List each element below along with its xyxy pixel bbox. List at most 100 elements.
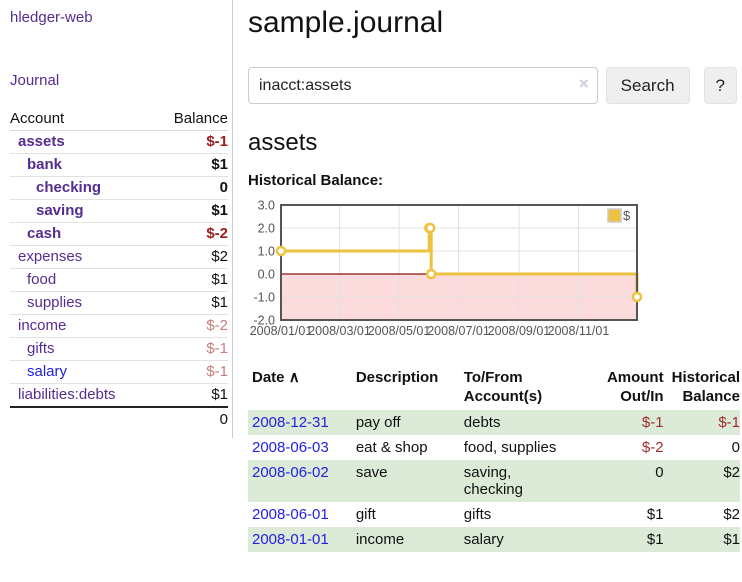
- transaction-date-link[interactable]: 2008-06-01: [252, 506, 329, 523]
- register-table-body: 2008-12-31 pay off debts $-1 $-1 2008-06-03 ea…: [248, 410, 740, 552]
- balance-chart: 3.0 2.0 1.0 0.0 -1.0 -2.0 2008/01/01 2008/03/01…: [248, 199, 737, 347]
- transaction-description-cell: save: [355, 464, 388, 481]
- y-tick-label: 0.0: [258, 268, 275, 282]
- account-balance: $1: [154, 291, 228, 315]
- transaction-balance-cell: 0: [731, 439, 740, 456]
- account-link[interactable]: saving: [36, 202, 84, 219]
- account-balance: $1: [154, 199, 228, 223]
- account-row: supplies $1: [10, 291, 228, 315]
- account-link[interactable]: expenses: [18, 248, 83, 265]
- accounts-total-row: 0: [10, 406, 228, 431]
- data-point-marker: [631, 291, 643, 303]
- register-header-description: Description: [355, 369, 439, 386]
- transaction-date-link[interactable]: 2008-01-01: [252, 531, 329, 548]
- legend-label: $: [623, 208, 631, 223]
- transaction-description-cell: income: [355, 531, 405, 548]
- account-row: food $1: [10, 268, 228, 292]
- sidebar: hledger-web Journal Account Balance asse…: [0, 0, 233, 438]
- transaction-row: 2008-12-31 pay off debts $-1 $-1: [248, 410, 740, 435]
- x-tick-label: 2008/11/01: [548, 324, 610, 338]
- search-form: × Search ?: [248, 67, 737, 104]
- transaction-amount-cell: $1: [646, 531, 664, 548]
- x-tick-label: 2008/01/01: [250, 324, 313, 338]
- data-point-marker: [424, 222, 436, 234]
- transaction-accounts-cell: gifts: [463, 506, 492, 523]
- account-row: checking 0: [10, 176, 228, 200]
- x-tick-label: 2008/07/01: [427, 324, 490, 338]
- transaction-accounts-cell: salary: [463, 531, 504, 548]
- transaction-date-link[interactable]: 2008-06-02: [252, 464, 329, 481]
- account-row: bank $1: [10, 153, 228, 177]
- account-balance: $-2: [154, 222, 228, 246]
- y-tick-label: 1.0: [258, 245, 275, 259]
- x-tick-label: 2008/09/01: [488, 324, 551, 338]
- page-title: sample.journal: [248, 6, 444, 39]
- data-point-marker: [275, 245, 287, 257]
- register-header-date[interactable]: Date ∧: [252, 369, 300, 386]
- account-balance: $1: [154, 268, 228, 292]
- transaction-date-cell: 2008-12-31: [248, 410, 348, 435]
- help-button[interactable]: ?: [703, 67, 737, 104]
- account-row: cash $-2: [10, 222, 228, 246]
- transaction-amount-cell: $-1: [641, 414, 664, 431]
- y-tick-label: -2.0: [253, 314, 275, 328]
- chart-label: Historical Balance:: [248, 172, 384, 189]
- register-header-amount: Amount Out/In: [606, 369, 664, 405]
- accounts-table-body: assets $-1 bank $1 checking 0 saving $1 cash $-2 e…: [10, 131, 228, 407]
- account-link[interactable]: liabilities:debts: [18, 386, 116, 403]
- y-tick-label: -1.0: [253, 291, 275, 305]
- account-link[interactable]: income: [18, 317, 67, 334]
- transaction-accounts-cell: saving, checking: [463, 464, 523, 498]
- app-brand-link[interactable]: hledger-web: [10, 9, 93, 26]
- transaction-date-link[interactable]: 2008-12-31: [252, 414, 329, 431]
- account-row: gifts $-1: [10, 337, 228, 361]
- account-title: assets: [248, 129, 318, 156]
- account-balance: 0: [154, 176, 228, 200]
- transaction-description-cell: eat & shop: [355, 439, 428, 456]
- account-balance: $-1: [154, 360, 228, 384]
- account-row: liabilities:debts $1: [10, 383, 228, 407]
- account-link[interactable]: salary: [27, 363, 68, 380]
- transaction-row: 2008-06-03 eat & shop food, supplies $-2 0: [248, 435, 740, 460]
- sort-asc-icon: ∧: [288, 369, 300, 386]
- account-link[interactable]: supplies: [27, 294, 83, 311]
- search-input[interactable]: [248, 67, 598, 104]
- accounts-header-account: Account: [10, 108, 155, 131]
- transaction-description-cell: gift: [355, 506, 376, 523]
- account-row: assets $-1: [10, 131, 228, 154]
- account-link[interactable]: cash: [27, 225, 62, 242]
- accounts-header-row: Account Balance: [10, 108, 228, 131]
- account-link[interactable]: checking: [36, 179, 102, 196]
- transaction-accounts-cell: food, supplies: [463, 439, 557, 456]
- plot-border: [280, 204, 638, 321]
- x-tick-label: 2008/03/01: [308, 324, 371, 338]
- transaction-balance-cell: $1: [723, 531, 740, 548]
- transaction-row: 2008-01-01 income salary $1 $1: [248, 527, 740, 552]
- transaction-description-cell: pay off: [355, 414, 401, 431]
- account-link[interactable]: gifts: [27, 340, 55, 357]
- transaction-balance-cell: $2: [723, 506, 740, 523]
- transaction-amount-cell: $1: [646, 506, 664, 523]
- accounts-total-value: 0: [154, 406, 228, 431]
- account-link[interactable]: bank: [27, 156, 63, 173]
- legend-swatch: [607, 208, 622, 223]
- accounts-header-balance: Balance: [154, 108, 228, 131]
- register-header-balance: Historical Balance: [671, 369, 740, 405]
- y-tick-label: 3.0: [258, 200, 275, 213]
- transaction-date-link[interactable]: 2008-06-03: [252, 439, 329, 456]
- account-link[interactable]: assets: [18, 133, 65, 150]
- register-table: Date ∧ Description To/From Account(s) Am…: [248, 366, 740, 552]
- search-button[interactable]: Search: [605, 67, 690, 104]
- transaction-date-cell: 2008-06-02: [248, 460, 348, 502]
- account-row: salary $-1: [10, 360, 228, 384]
- transaction-balance-cell: $2: [723, 464, 740, 481]
- data-point-marker: [425, 268, 437, 280]
- clear-search-icon[interactable]: ×: [578, 74, 589, 93]
- account-balance: $-1: [154, 337, 228, 361]
- account-balance: $1: [154, 383, 228, 407]
- sidebar-item-journal[interactable]: Journal: [10, 72, 60, 89]
- transaction-amount-cell: 0: [655, 464, 664, 481]
- transaction-accounts-cell: debts: [463, 414, 501, 431]
- account-link[interactable]: food: [27, 271, 57, 288]
- transaction-date-cell: 2008-06-01: [248, 502, 348, 527]
